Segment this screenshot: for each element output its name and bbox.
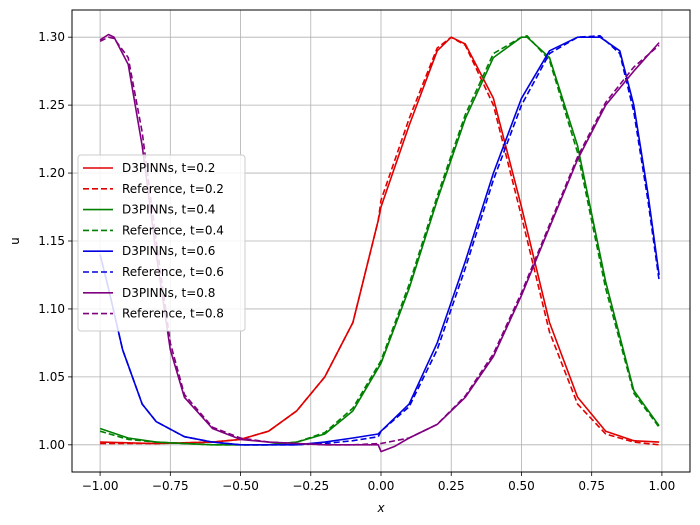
grid xyxy=(72,10,690,472)
x-axis-label: x xyxy=(376,501,385,515)
y-tick-label: 1.20 xyxy=(38,166,65,180)
x-tick-label: 1.00 xyxy=(649,479,676,493)
x-tick-label: 0.50 xyxy=(508,479,535,493)
x-tick-label: −1.00 xyxy=(82,479,119,493)
x-tick-label: −0.75 xyxy=(152,479,189,493)
y-tick-label: 1.10 xyxy=(38,302,65,316)
x-axis-ticks: −1.00 −0.75 −0.50 −0.25 0.00 0.25 0.50 0.75 1.00 xyxy=(82,472,676,493)
x-tick-label: 0.25 xyxy=(438,479,465,493)
series-line-1 xyxy=(100,36,660,445)
y-tick-label: 1.05 xyxy=(38,370,65,384)
legend-box xyxy=(77,154,246,332)
x-tick-label: 0.75 xyxy=(578,479,605,493)
y-tick-label: 1.00 xyxy=(38,438,65,452)
legend-entry: Reference, t=0.6 xyxy=(122,265,224,279)
y-tick-label: 1.25 xyxy=(38,98,65,112)
series-line-2 xyxy=(100,36,660,446)
legend-entry: D3PINNs, t=0.8 xyxy=(122,286,215,300)
x-tick-label: −0.50 xyxy=(222,479,259,493)
legend-entry: Reference, t=0.8 xyxy=(122,307,224,321)
series-line-4 xyxy=(99,34,660,446)
legend-entry: D3PINNs, t=0.4 xyxy=(122,203,215,217)
y-axis-ticks: 1.00 1.05 1.10 1.15 1.20 1.25 1.30 xyxy=(38,30,72,452)
y-tick-label: 1.30 xyxy=(38,30,65,44)
series-line-8 xyxy=(99,36,660,446)
x-tick-label: −0.25 xyxy=(292,479,329,493)
series-line-6 xyxy=(99,34,660,446)
y-tick-label: 1.15 xyxy=(38,234,65,248)
y-axis-label: u xyxy=(8,237,22,245)
x-tick-label: 0.00 xyxy=(368,479,395,493)
legend-entry: D3PINNs, t=0.6 xyxy=(122,244,215,258)
legend-entry: Reference, t=0.2 xyxy=(122,182,224,196)
legend-entry: D3PINNs, t=0.2 xyxy=(122,161,215,175)
legend-entry: Reference, t=0.4 xyxy=(122,223,224,237)
legend: D3PINNs, t=0.2 Reference, t=0.2 D3PINNs, t… xyxy=(77,154,246,332)
